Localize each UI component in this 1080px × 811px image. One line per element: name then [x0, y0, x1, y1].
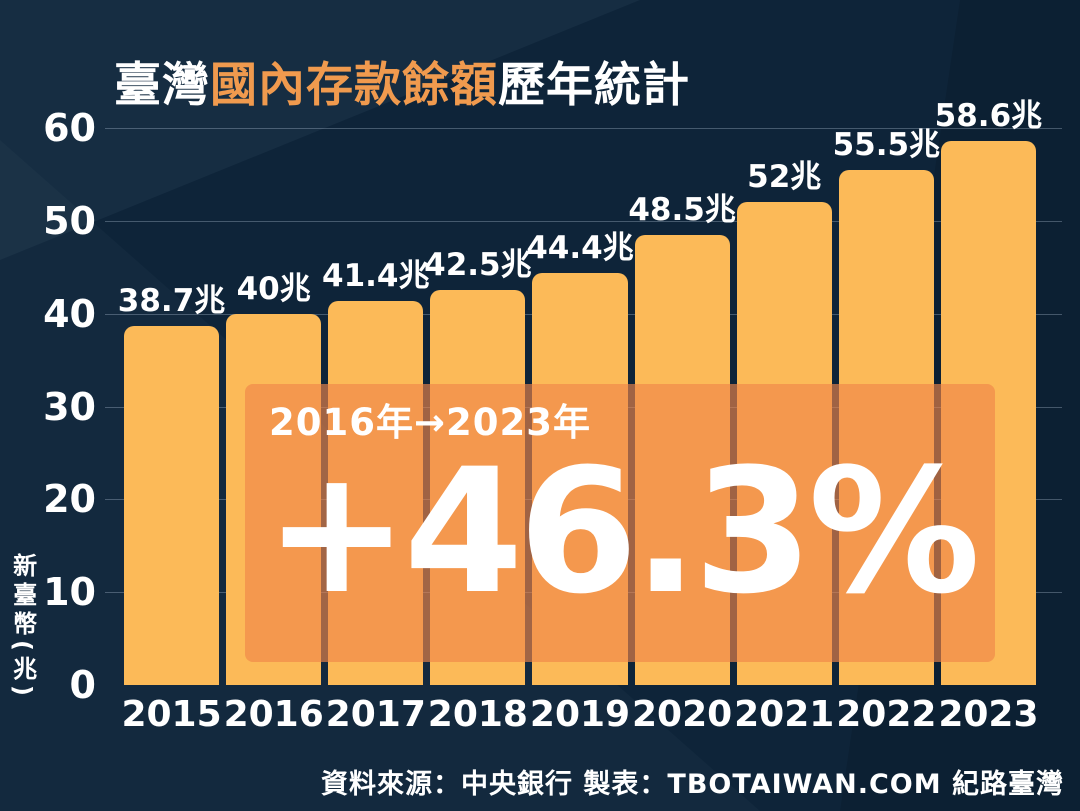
bar-value-label-2022: 55.5兆 [832, 126, 941, 163]
y-axis-tick-label-30: 30 [43, 384, 96, 429]
bar-value-label-2015: 38.7兆 [117, 282, 226, 319]
overlay-growth-value: +46.3% [264, 431, 981, 632]
x-axis-year-label-2022: 2022 [836, 694, 937, 735]
x-axis-year-label-2020: 2020 [632, 694, 733, 735]
x-axis-year-label-2015: 2015 [121, 694, 222, 735]
gridline-50 [105, 220, 1062, 222]
y-axis-tick-label-10: 10 [43, 570, 96, 615]
y-axis-tick-label-50: 50 [43, 198, 96, 243]
x-axis-year-label-2017: 2017 [325, 694, 426, 735]
y-axis-tick-label-0: 0 [69, 663, 96, 707]
bar-value-label-2019: 44.4兆 [526, 229, 634, 266]
x-axis-year-label-2023: 2023 [938, 694, 1039, 735]
y-axis-tick-label-60: 60 [43, 106, 96, 150]
chart-title-prefix: 臺灣 [114, 58, 210, 113]
bar-value-label-2021: 52兆 [747, 159, 822, 196]
x-axis-year-label-2021: 2021 [734, 694, 835, 735]
growth-highlight-overlay: 2016年→2023年 +46.3% [245, 384, 995, 662]
x-axis-year-label-2016: 2016 [223, 694, 324, 735]
chart-title-suffix: 歷年統計 [498, 58, 690, 113]
gridline-60 [105, 128, 1062, 129]
chart-title: 臺灣國內存款餘額歷年統計 [114, 62, 690, 109]
x-axis-year-label-2019: 2019 [529, 694, 631, 735]
bar-value-label-2018: 42.5兆 [424, 247, 532, 284]
y-axis-tick-label-20: 20 [43, 477, 96, 522]
source-credit: 資料來源：中央銀行 製表：TBOTAIWAN.COM 紀路臺灣 [321, 769, 1064, 800]
x-axis-year-label-2018: 2018 [427, 694, 528, 735]
bar-value-label-2016: 40兆 [236, 270, 311, 307]
bar-2015 [124, 325, 220, 685]
bar-value-label-2020: 48.5兆 [628, 191, 736, 228]
y-axis-tick-label-40: 40 [43, 291, 96, 336]
y-axis-unit-label: 新臺幣(兆) [8, 553, 37, 701]
bar-value-label-2017: 41.4兆 [322, 257, 430, 294]
chart-title-highlight: 國內存款餘額 [210, 58, 498, 113]
overlay-period-label: 2016年→2023年 [269, 401, 591, 444]
bar-value-label-2023: 58.6兆 [934, 98, 1043, 134]
